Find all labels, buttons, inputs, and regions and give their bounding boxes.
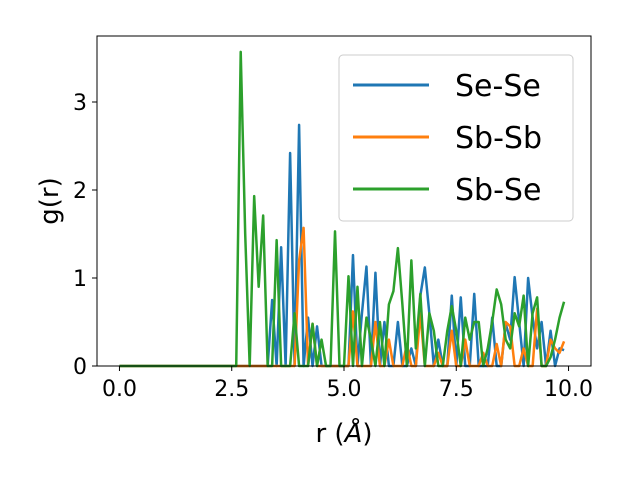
legend-label-sb-sb: Sb-Sb <box>455 121 542 156</box>
series-line-sb-sb <box>119 226 566 368</box>
legend-label-sb-se: Sb-Se <box>455 173 541 208</box>
x-tick-label: 2.5 <box>214 377 249 402</box>
y-tick-label: 0 <box>73 355 87 380</box>
x-axis-label-text: r ( <box>315 419 344 449</box>
x-axis-label-unit: Å <box>343 417 363 449</box>
x-axis-label: r (Å) <box>315 417 372 449</box>
legend-label-se-se: Se-Se <box>455 69 541 104</box>
legend: Se-Se Sb-Sb Sb-Se <box>338 54 574 222</box>
x-axis-label-close: ) <box>362 419 372 449</box>
y-tick-label: 2 <box>73 179 87 204</box>
x-tick-label: 0.0 <box>102 377 137 402</box>
x-tick-label: 7.5 <box>439 377 474 402</box>
x-tick-label: 5.0 <box>327 377 362 402</box>
y-tick-label: 1 <box>73 267 87 292</box>
y-axis-label: g(r) <box>35 177 65 224</box>
y-tick-label: 3 <box>73 91 87 116</box>
legend-box <box>338 54 574 222</box>
ticks-layer: 0.0 2.5 5.0 7.5 10.0 0 1 2 3 <box>73 91 593 402</box>
x-tick-label: 10.0 <box>544 377 593 402</box>
